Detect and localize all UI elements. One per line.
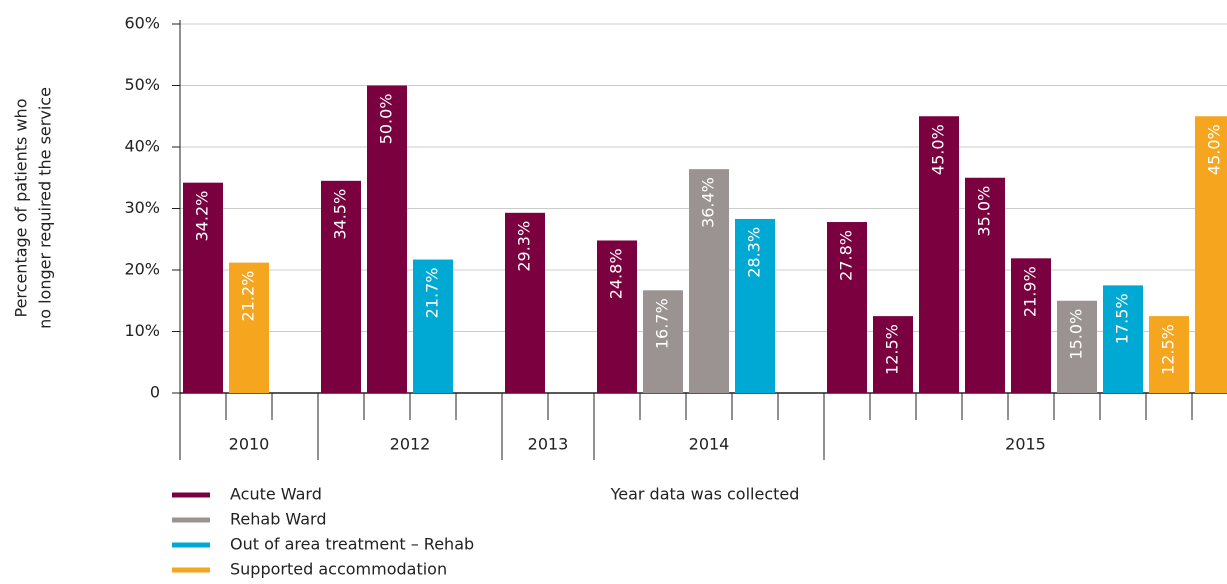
bar: [1011, 258, 1051, 393]
x-axis-title: Year data was collected: [610, 485, 800, 504]
x-tick-label: 2010: [229, 435, 270, 454]
x-tick-label: 2015: [1005, 435, 1046, 454]
legend-label: Supported accommodation: [230, 560, 447, 579]
value-label: 28.3%: [745, 227, 764, 278]
bar: [229, 262, 269, 393]
y-tick-label: 30%: [124, 198, 160, 217]
value-label: 17.5%: [1113, 293, 1132, 344]
y-tick-label: 40%: [124, 137, 160, 156]
y-tick-label: 60%: [124, 14, 160, 33]
value-label: 29.3%: [515, 221, 534, 272]
value-label: 15.0%: [1067, 309, 1086, 360]
bar: [643, 290, 683, 393]
value-label: 21.2%: [239, 271, 258, 322]
bar: [413, 259, 453, 393]
y-tick-label: 20%: [124, 260, 160, 279]
bar: [1103, 285, 1143, 393]
value-label: 12.5%: [1159, 324, 1178, 375]
y-tick-label: 10%: [124, 321, 160, 340]
bar: [735, 218, 775, 393]
value-label: 24.8%: [607, 248, 626, 299]
y-tick-label: 0: [150, 383, 160, 402]
value-label: 45.0%: [929, 124, 948, 175]
bar: [597, 240, 637, 393]
bar: [689, 169, 729, 393]
bar: [183, 182, 223, 393]
bar: [1057, 300, 1097, 393]
value-label: 50.0%: [377, 94, 396, 145]
bar: [1149, 316, 1189, 393]
legend-label: Acute Ward: [230, 485, 322, 504]
value-label: 21.9%: [1021, 266, 1040, 317]
value-label: 36.4%: [699, 177, 718, 228]
bar: [965, 177, 1005, 393]
value-label: 34.2%: [193, 191, 212, 242]
value-label: 45.0%: [1205, 124, 1224, 175]
value-label: 12.5%: [883, 324, 902, 375]
x-tick-label: 2012: [390, 435, 431, 454]
legend-label: Out of area treatment – Rehab: [230, 535, 474, 554]
legend-label: Rehab Ward: [230, 510, 326, 529]
y-axis-title: no longer required the service: [36, 87, 55, 329]
bar: [505, 212, 545, 393]
bar: [367, 85, 407, 393]
x-tick-label: 2014: [689, 435, 730, 454]
value-label: 27.8%: [837, 230, 856, 281]
value-label: 35.0%: [975, 186, 994, 237]
bar: [873, 316, 913, 393]
bar: [321, 180, 361, 393]
y-axis-title: Percentage of patients who: [12, 99, 31, 318]
bar: [919, 116, 959, 393]
value-label: 16.7%: [653, 298, 672, 349]
x-tick-label: 2013: [528, 435, 569, 454]
value-label: 34.5%: [331, 189, 350, 240]
bar: [827, 222, 867, 393]
value-label: 21.7%: [423, 268, 442, 319]
y-tick-label: 50%: [124, 75, 160, 94]
bar: [1195, 116, 1227, 393]
